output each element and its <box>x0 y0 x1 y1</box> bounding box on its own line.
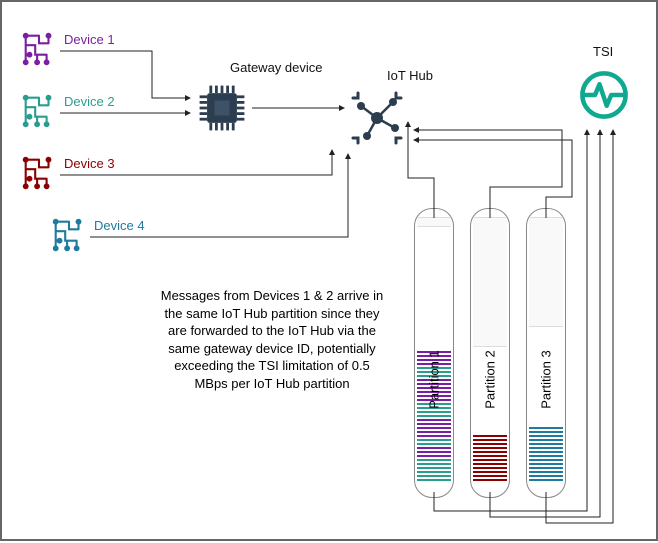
diagram-canvas: Device 1 Device 2 Device 3 <box>0 0 658 541</box>
explanation-text: Messages from Devices 1 & 2 arrive in th… <box>157 287 387 392</box>
arrows-layer <box>2 2 658 543</box>
